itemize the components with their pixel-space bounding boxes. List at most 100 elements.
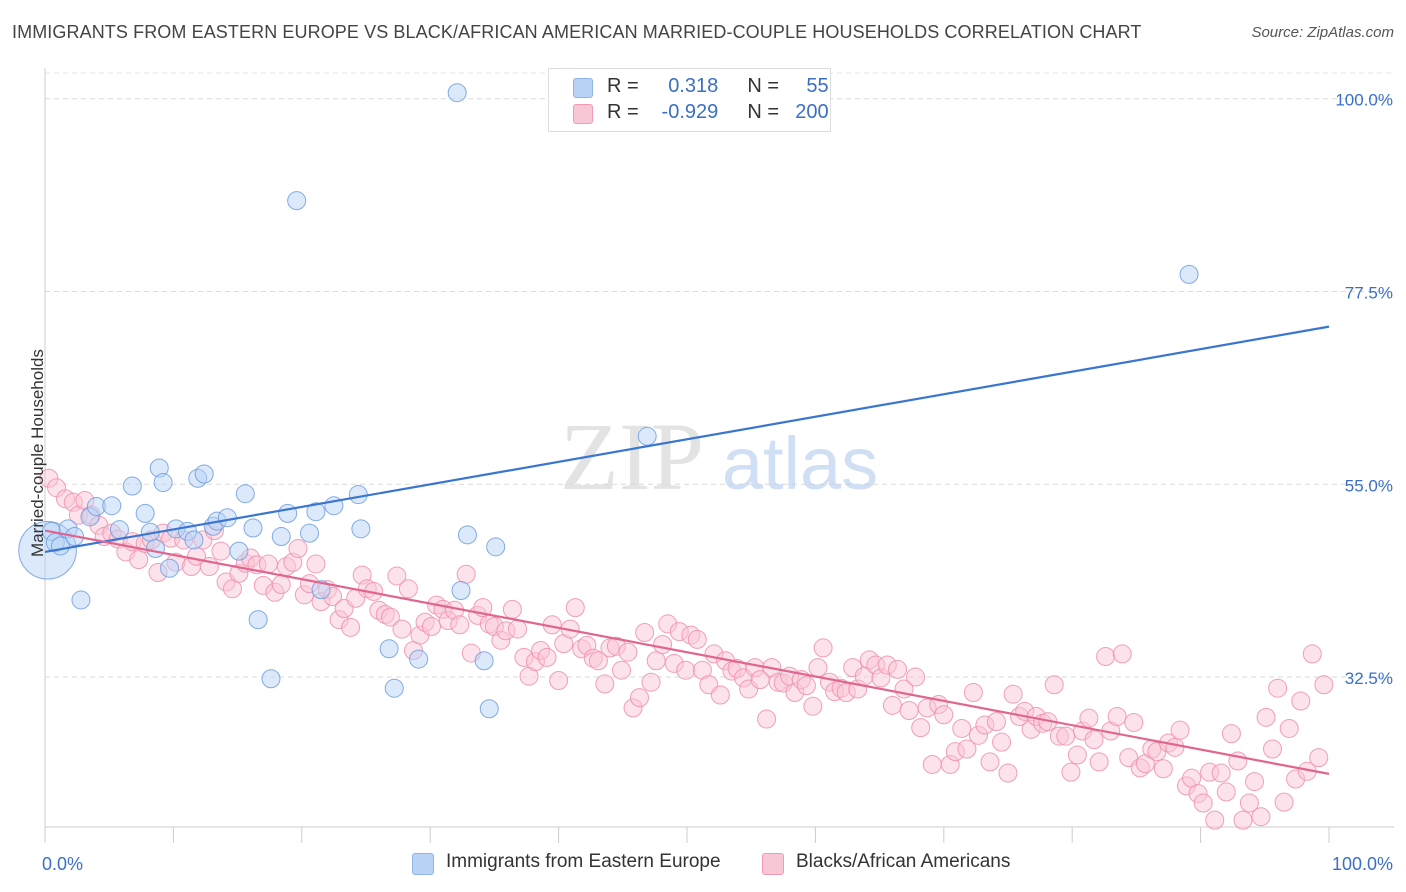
blue-point — [243, 518, 263, 538]
pink-point — [998, 763, 1018, 783]
pink-point — [676, 660, 696, 680]
correlation-legend: R = 0.318 N = 55 R = -0.929 N = 200 — [548, 68, 831, 132]
pink-point — [1044, 675, 1064, 695]
legend-blue-n-value: 55 — [806, 75, 829, 97]
pink-point — [1084, 730, 1104, 750]
blue-point — [217, 508, 237, 528]
blue-point — [351, 519, 371, 539]
bottom-legend-label-blue: Immigrants from Eastern Europe — [446, 851, 721, 872]
y-tick-labels: 32.5% 55.0% 77.5% 100.0% — [1335, 91, 1393, 688]
trend-lines — [44, 325, 1330, 775]
pink-point — [1211, 763, 1231, 783]
pink-point — [1279, 718, 1299, 738]
blue-point — [384, 678, 404, 698]
pink-point — [813, 638, 833, 658]
pink-point — [387, 566, 407, 586]
series-immigrants-eastern-europe-points — [18, 82, 1199, 719]
pink-point — [1268, 678, 1288, 698]
x-tick-label-start: 0.0% — [42, 854, 83, 874]
blue-point — [300, 523, 320, 543]
source-label: Source: ZipAtlas.com — [1251, 24, 1394, 41]
pink-point — [456, 564, 476, 584]
blue-point — [1179, 264, 1199, 284]
legend-pink-r-value: -0.929 — [661, 101, 719, 123]
pink-point — [398, 579, 418, 599]
gridlines — [45, 72, 1394, 678]
pink-point — [710, 685, 730, 705]
pink-point — [1079, 708, 1099, 728]
pink-point — [803, 696, 823, 716]
blue-point — [486, 537, 506, 557]
pink-point — [588, 651, 608, 671]
blue-point — [194, 464, 214, 484]
axes — [44, 68, 1394, 843]
blue-point — [153, 473, 173, 493]
pink-point — [1124, 712, 1144, 732]
legend-blue-r-label: R = — [607, 75, 639, 97]
pink-point — [899, 700, 919, 720]
blue-point — [71, 590, 91, 610]
pink-point — [1170, 720, 1190, 740]
pink-point — [911, 718, 931, 738]
legend-blue-n-label: N = — [747, 75, 780, 97]
pink-point — [963, 682, 983, 702]
pink-point — [1239, 793, 1259, 813]
pink-point — [1233, 810, 1253, 830]
bottom-legend-label-pink: Blacks/African Americans — [796, 851, 1011, 872]
legend-swatch-pink — [573, 104, 593, 124]
legend-blue-r-value: 0.318 — [668, 75, 719, 97]
pink-point — [502, 599, 522, 619]
blue-point — [122, 476, 142, 496]
blue-point — [248, 610, 268, 630]
blue-point — [229, 541, 249, 561]
blue-point — [409, 649, 429, 669]
pink-point — [757, 709, 777, 729]
pink-point — [1112, 644, 1132, 664]
pink-point — [1193, 793, 1213, 813]
legend-pink-n-value: 200 — [795, 101, 829, 123]
pink-point — [1153, 759, 1173, 779]
pink-point — [992, 732, 1012, 752]
blue-trend-line — [44, 325, 1330, 554]
blue-point — [447, 83, 467, 103]
blue-point — [348, 485, 368, 505]
pink-point — [565, 598, 585, 618]
pink-point — [271, 575, 291, 595]
x-tick-label-end: 100.0% — [1332, 854, 1393, 874]
blue-point — [235, 484, 255, 504]
pink-point — [1263, 739, 1283, 759]
pink-point — [687, 629, 707, 649]
blue-point — [160, 558, 180, 578]
pink-point — [796, 676, 816, 696]
y-tick-label: 77.5% — [1345, 283, 1393, 302]
y-tick-label: 32.5% — [1345, 669, 1393, 688]
pink-point — [341, 617, 361, 637]
blue-point — [474, 651, 494, 671]
x-tick-labels: 0.0% 100.0% — [42, 854, 1393, 874]
pink-point — [288, 539, 308, 559]
blue-point — [278, 503, 298, 523]
bottom-legend-swatch-pink — [762, 853, 784, 875]
pink-point — [1216, 782, 1236, 802]
pink-point — [1205, 810, 1225, 830]
pink-point — [1274, 792, 1294, 812]
blue-point — [311, 580, 331, 600]
watermark-atlas: atlas — [722, 422, 878, 505]
pink-point — [646, 651, 666, 671]
blue-point — [109, 520, 129, 540]
pink-point — [1245, 772, 1265, 792]
pink-point — [392, 619, 412, 639]
pink-point — [888, 659, 908, 679]
pink-point — [1089, 752, 1109, 772]
pink-point — [1291, 691, 1311, 711]
pink-point — [882, 695, 902, 715]
watermark: ZIP atlas — [560, 403, 878, 510]
watermark-zip: ZIP — [560, 403, 704, 510]
blue-point — [145, 539, 165, 559]
pink-point — [635, 623, 655, 643]
pink-point — [129, 550, 149, 570]
pink-point — [641, 672, 661, 692]
blue-point — [379, 639, 399, 659]
pink-point — [211, 541, 231, 561]
